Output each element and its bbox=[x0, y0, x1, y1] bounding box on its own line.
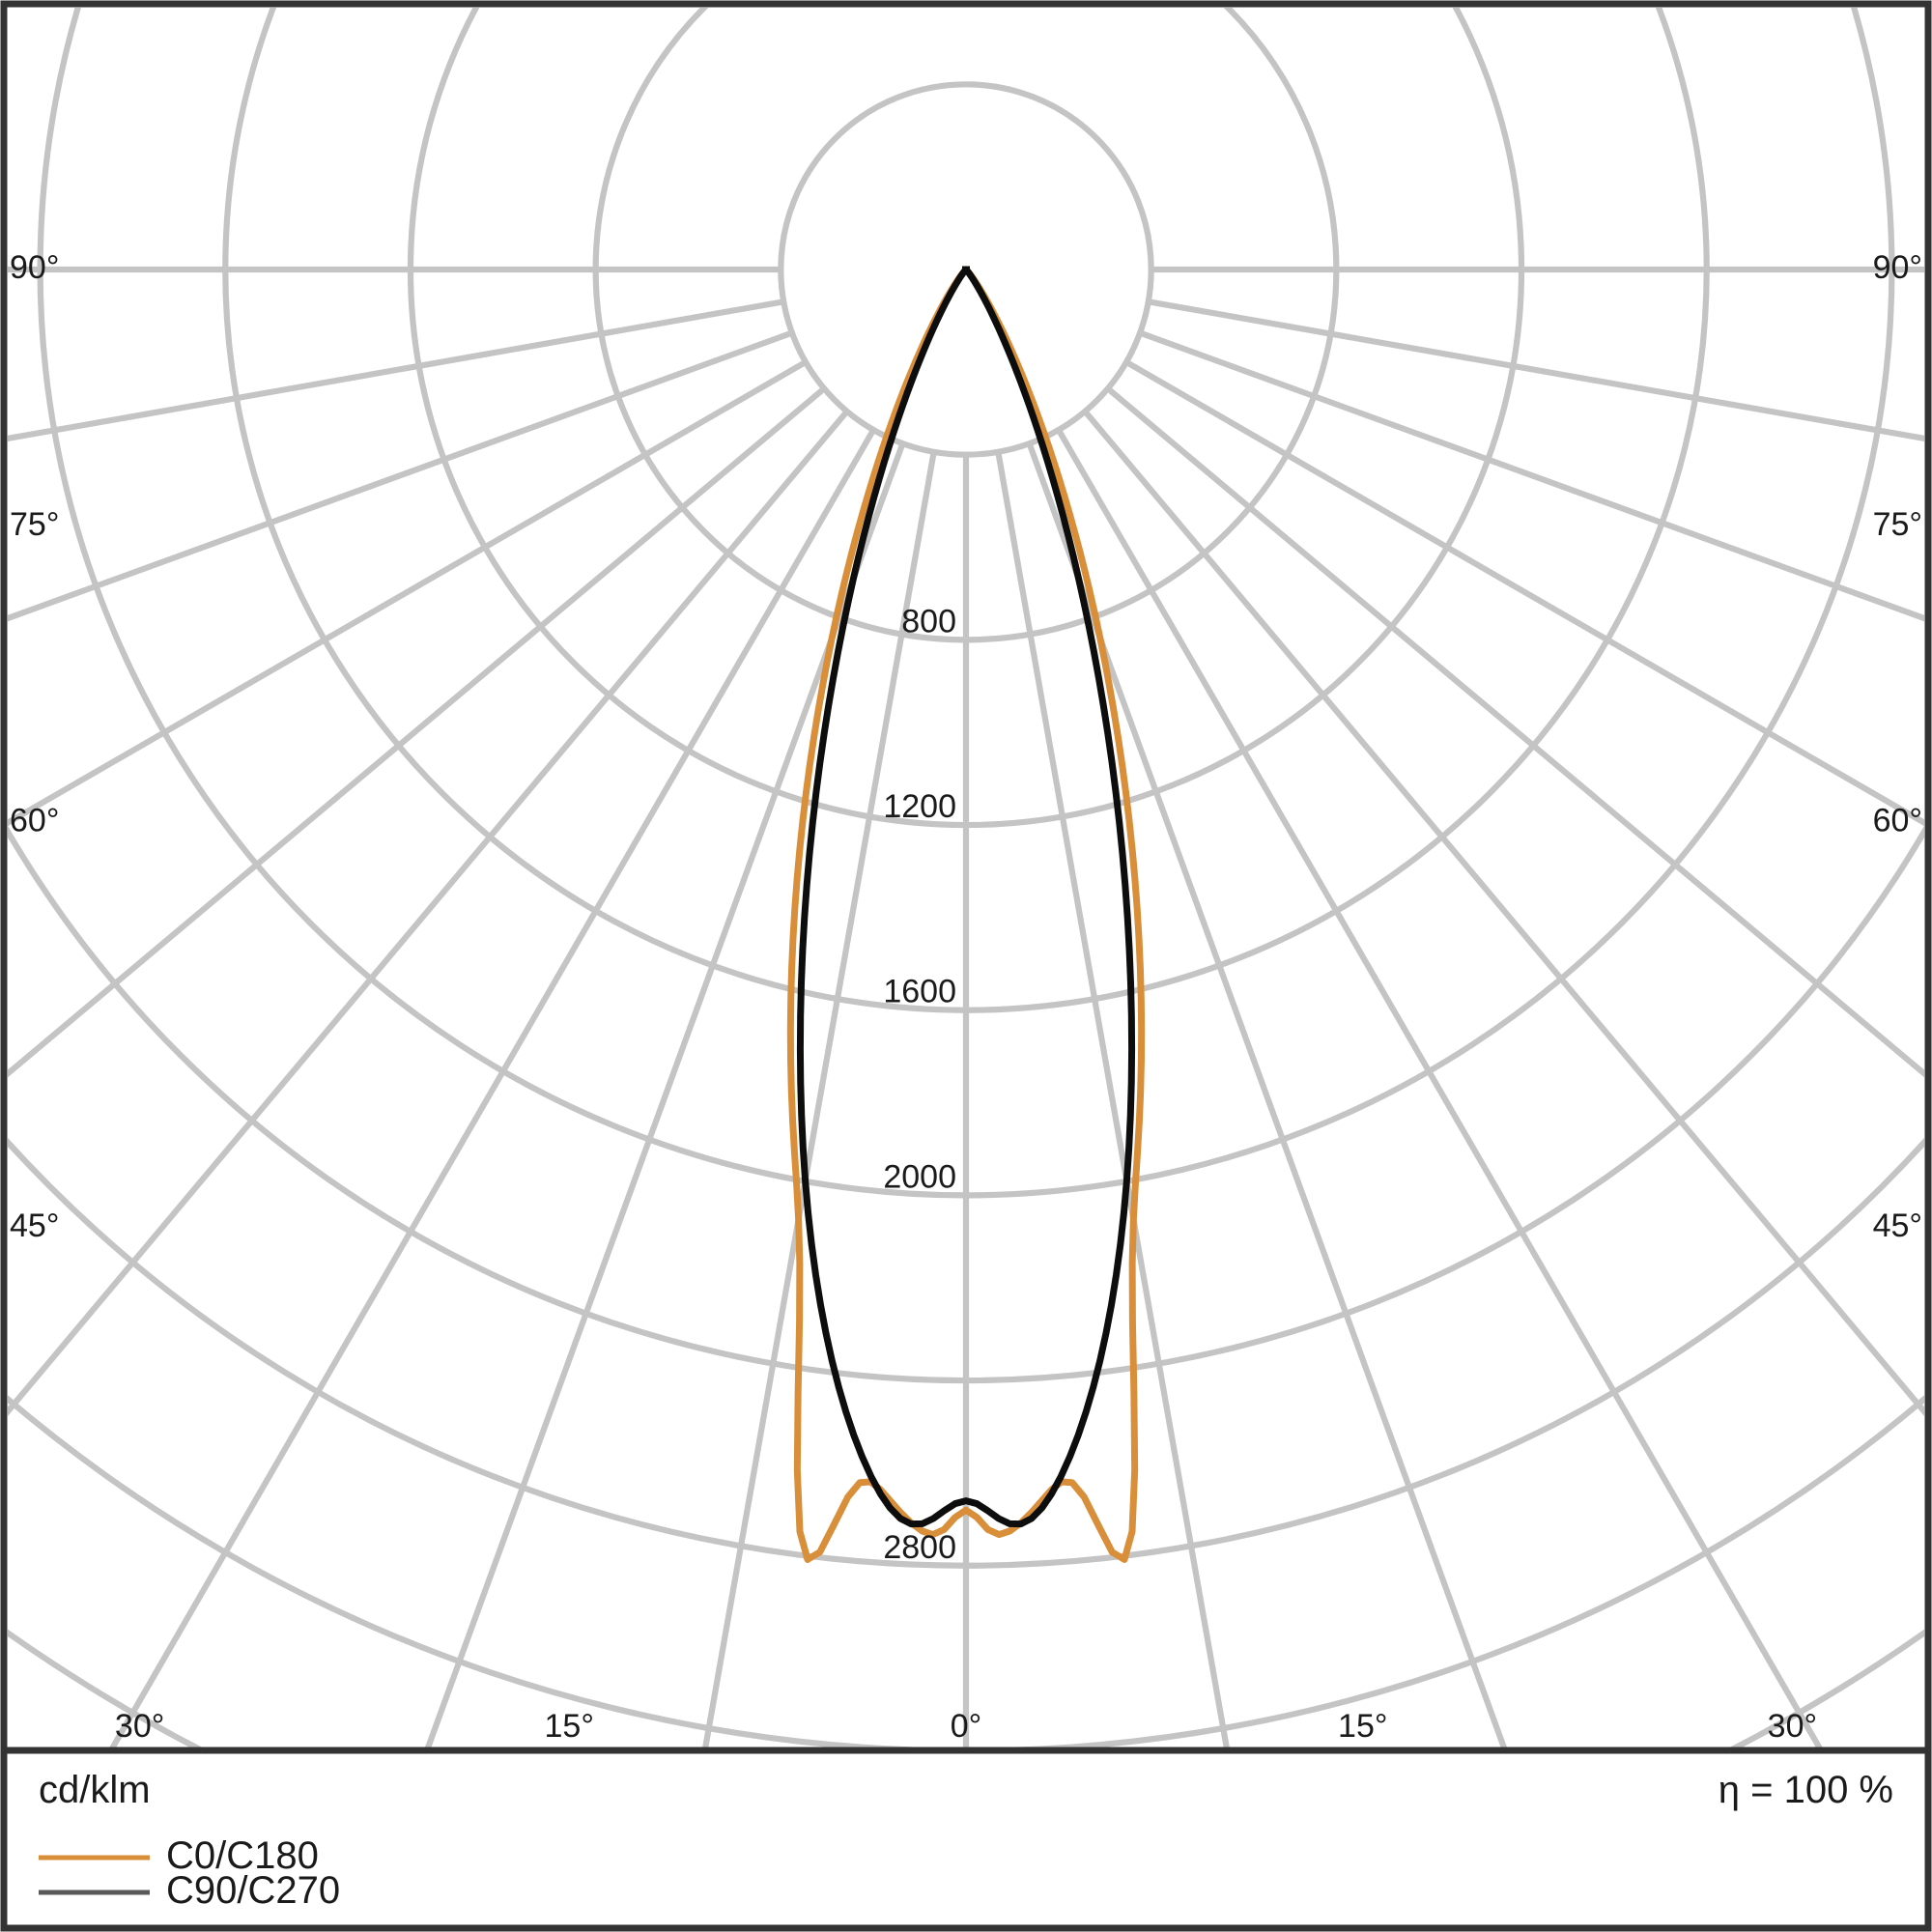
svg-text:75°: 75° bbox=[1873, 506, 1922, 543]
svg-text:60°: 60° bbox=[1873, 803, 1922, 839]
svg-text:30°: 30° bbox=[1768, 1708, 1817, 1745]
svg-text:15°: 15° bbox=[1338, 1708, 1387, 1745]
svg-text:75°: 75° bbox=[10, 506, 59, 543]
svg-text:15°: 15° bbox=[545, 1708, 594, 1745]
svg-text:cd/klm: cd/klm bbox=[39, 1769, 151, 1811]
svg-text:1600: 1600 bbox=[883, 974, 956, 1010]
svg-text:1200: 1200 bbox=[883, 788, 956, 825]
svg-text:90°: 90° bbox=[1873, 249, 1922, 286]
svg-text:2800: 2800 bbox=[883, 1529, 956, 1566]
svg-text:90°: 90° bbox=[10, 249, 59, 286]
svg-text:C90/C270: C90/C270 bbox=[166, 1869, 340, 1912]
svg-text:45°: 45° bbox=[10, 1208, 59, 1244]
svg-text:η = 100 %: η = 100 % bbox=[1719, 1769, 1893, 1811]
svg-text:2000: 2000 bbox=[883, 1158, 956, 1195]
svg-text:60°: 60° bbox=[10, 803, 59, 839]
svg-text:0°: 0° bbox=[951, 1708, 982, 1745]
svg-text:30°: 30° bbox=[115, 1708, 164, 1745]
svg-text:800: 800 bbox=[901, 603, 956, 639]
svg-text:45°: 45° bbox=[1873, 1208, 1922, 1244]
